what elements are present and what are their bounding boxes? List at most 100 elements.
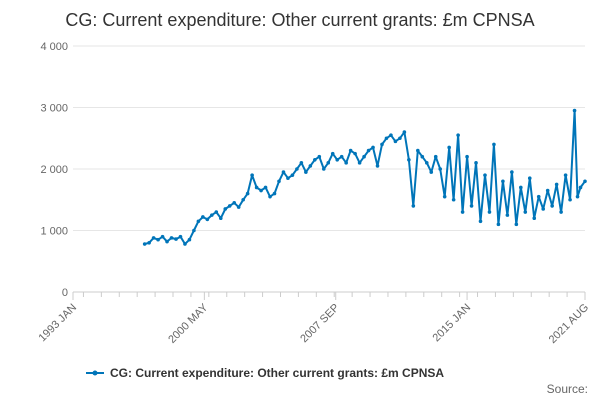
data-point[interactable] (442, 194, 447, 199)
data-point[interactable] (501, 179, 505, 184)
series-line[interactable] (144, 109, 586, 245)
data-point[interactable] (308, 164, 313, 168)
data-point[interactable] (236, 205, 241, 209)
data-point[interactable] (384, 136, 389, 141)
data-point[interactable] (353, 151, 357, 156)
data-point[interactable] (366, 148, 371, 153)
data-point[interactable] (532, 216, 537, 220)
data-point[interactable] (389, 133, 393, 137)
data-point[interactable] (165, 239, 169, 244)
data-point[interactable] (536, 194, 541, 199)
data-point[interactable] (478, 219, 483, 224)
data-point[interactable] (147, 241, 151, 245)
data-point[interactable] (362, 154, 366, 159)
data-point[interactable] (232, 201, 237, 205)
data-point[interactable] (465, 154, 469, 159)
data-point[interactable] (510, 170, 514, 174)
data-point[interactable] (559, 210, 563, 214)
data-point[interactable] (514, 222, 519, 227)
data-point[interactable] (357, 161, 362, 165)
data-point[interactable] (317, 154, 322, 159)
data-point[interactable] (218, 216, 223, 220)
data-point[interactable] (335, 157, 340, 162)
data-point[interactable] (583, 179, 587, 184)
data-point[interactable] (299, 161, 304, 165)
data-point[interactable] (411, 204, 416, 208)
data-point[interactable] (223, 207, 228, 211)
data-point[interactable] (245, 191, 250, 196)
data-point[interactable] (142, 242, 147, 246)
data-point[interactable] (433, 154, 438, 159)
data-point[interactable] (196, 219, 201, 224)
data-point[interactable] (169, 236, 174, 240)
data-point[interactable] (393, 139, 398, 144)
data-point[interactable] (496, 222, 501, 227)
data-point[interactable] (192, 228, 196, 233)
data-point[interactable] (429, 170, 434, 174)
data-point[interactable] (178, 234, 183, 239)
data-point[interactable] (550, 204, 554, 208)
data-point[interactable] (380, 142, 384, 147)
data-point[interactable] (339, 154, 344, 159)
data-point[interactable] (330, 151, 335, 156)
data-point[interactable] (250, 173, 254, 177)
data-point[interactable] (174, 237, 178, 241)
data-point[interactable] (214, 210, 219, 214)
data-point[interactable] (375, 164, 380, 168)
data-point[interactable] (268, 194, 272, 199)
data-point[interactable] (568, 197, 572, 202)
data-point[interactable] (519, 185, 523, 190)
data-point[interactable] (241, 197, 245, 202)
data-point[interactable] (183, 242, 187, 246)
data-point[interactable] (451, 197, 456, 202)
data-point[interactable] (205, 217, 210, 222)
data-point[interactable] (575, 194, 580, 199)
data-point[interactable] (402, 130, 407, 134)
data-point[interactable] (281, 170, 286, 174)
data-point[interactable] (304, 170, 308, 174)
data-point[interactable] (420, 154, 425, 159)
data-point[interactable] (483, 173, 487, 177)
data-point[interactable] (201, 215, 205, 219)
data-point[interactable] (321, 167, 326, 171)
data-point[interactable] (277, 179, 281, 184)
data-point[interactable] (578, 185, 583, 190)
data-point[interactable] (326, 161, 331, 165)
data-point[interactable] (272, 191, 277, 196)
data-point[interactable] (474, 161, 478, 165)
data-point[interactable] (487, 210, 492, 214)
data-point[interactable] (572, 108, 577, 113)
data-point[interactable] (371, 145, 375, 150)
data-point[interactable] (416, 148, 420, 153)
data-point[interactable] (456, 133, 460, 137)
data-point[interactable] (505, 213, 510, 217)
data-point[interactable] (156, 237, 160, 242)
data-point[interactable] (563, 173, 568, 177)
data-point[interactable] (227, 204, 232, 208)
data-point[interactable] (344, 161, 348, 165)
data-point[interactable] (438, 167, 443, 171)
data-point[interactable] (447, 145, 451, 150)
data-point[interactable] (541, 207, 546, 211)
data-point[interactable] (290, 173, 295, 177)
data-point[interactable] (398, 136, 402, 141)
data-point[interactable] (160, 234, 165, 239)
legend[interactable]: CG: Current expenditure: Other current g… (86, 366, 444, 380)
data-point[interactable] (460, 210, 465, 214)
data-point[interactable] (210, 213, 214, 217)
data-point[interactable] (286, 176, 290, 181)
data-point[interactable] (263, 185, 268, 190)
data-point[interactable] (313, 157, 317, 162)
data-point[interactable] (523, 210, 528, 214)
data-point[interactable] (527, 176, 532, 181)
data-point[interactable] (295, 167, 299, 171)
data-point[interactable] (492, 142, 496, 147)
data-point[interactable] (254, 185, 259, 190)
data-point[interactable] (545, 188, 550, 193)
data-point[interactable] (424, 161, 429, 165)
data-point[interactable] (348, 148, 353, 153)
data-point[interactable] (554, 182, 559, 187)
data-point[interactable] (469, 204, 474, 208)
data-point[interactable] (151, 236, 156, 240)
data-point[interactable] (187, 237, 192, 242)
